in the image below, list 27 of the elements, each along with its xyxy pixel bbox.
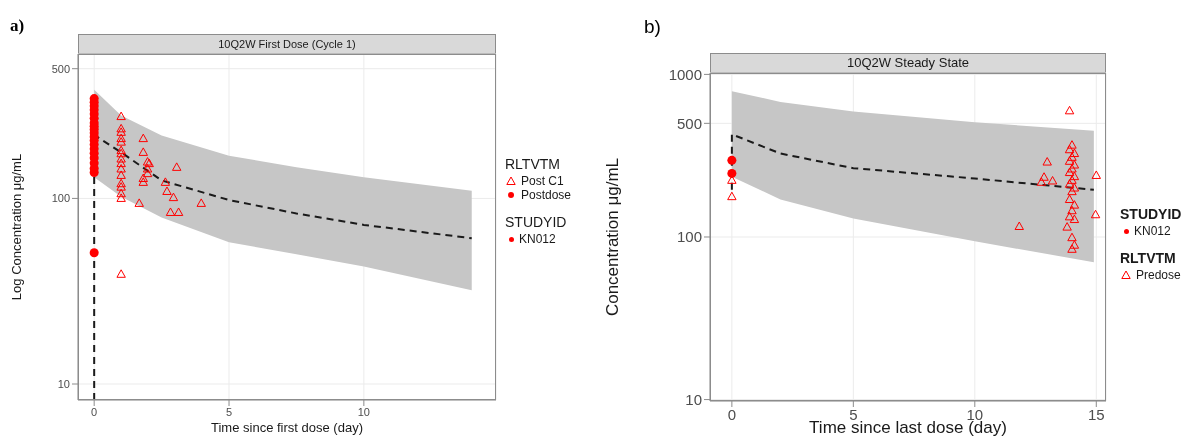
legend-label: Predose	[1135, 268, 1182, 282]
y-tick-label: 100	[676, 228, 702, 246]
chart-subtitle: a)	[10, 16, 25, 36]
chart-subtitle: b)	[644, 16, 661, 38]
chart-title: 10Q2W Steady State	[710, 53, 1106, 73]
y-axis-title: Concentration μg/mL	[603, 157, 623, 317]
legend-label: Post C1	[520, 174, 565, 188]
y-tick-label: 10	[57, 377, 70, 390]
text: STUDYID	[505, 214, 568, 230]
y-axis-title: Log Concentration μg/mL	[8, 153, 24, 301]
y-tick-label: 1000	[668, 65, 702, 83]
x-tick-label: 15	[1087, 405, 1105, 423]
x-tick-label: 5	[225, 405, 233, 418]
legend-title: RLTVTM	[1120, 250, 1177, 266]
x-tick-label: 0	[727, 405, 737, 423]
chart-title: 10Q2W First Dose (Cycle 1)	[78, 34, 496, 54]
x-tick-label: 0	[91, 405, 98, 418]
text: STUDYID	[1120, 206, 1182, 222]
y-tick-label: 500	[51, 62, 70, 75]
y-tick-label: 500	[676, 114, 702, 132]
legend-title: RLTVTM	[505, 156, 561, 172]
legend-label: Postdose	[520, 188, 572, 202]
y-tick-label: 100	[51, 192, 70, 205]
text: KN012	[518, 232, 557, 246]
text: KN012	[1133, 224, 1172, 238]
x-axis-title: Time since first dose (day)	[211, 420, 363, 435]
x-tick-label: 10	[357, 405, 370, 418]
